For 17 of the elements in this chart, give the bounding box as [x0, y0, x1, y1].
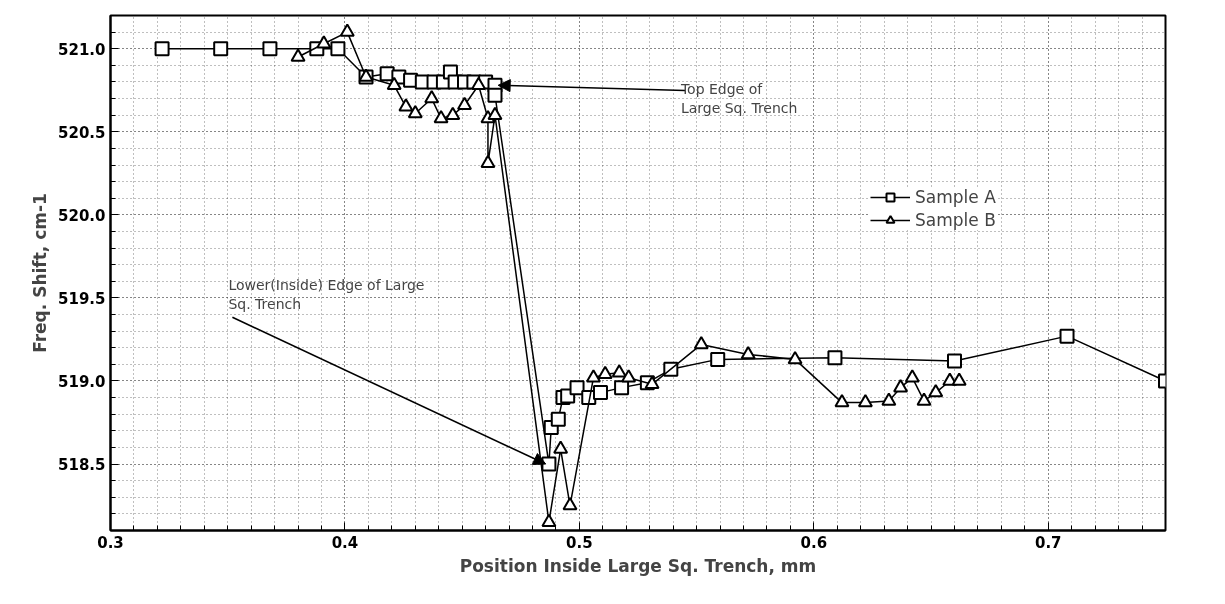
- y-tick-label: 520.5: [58, 123, 106, 142]
- annotation: Top Edge of Large Sq. Trench: [679, 81, 798, 117]
- y-tick-label: 520.0: [58, 206, 106, 225]
- x-tick-label: 0.4: [331, 533, 359, 552]
- x-tick-label: 0.6: [800, 533, 828, 552]
- x-tick-label: 0.7: [1034, 533, 1062, 552]
- legend-label: Sample A: [915, 187, 996, 207]
- y-tick-label: 518.5: [58, 456, 106, 475]
- y-tick-label: 519.0: [58, 372, 106, 391]
- x-tick-label: 0.3: [97, 533, 124, 552]
- x-axis-title: Position Inside Large Sq. Trench, mm: [459, 555, 817, 576]
- y-tick-label: 521.0: [58, 40, 106, 59]
- y-tick-label: 519.5: [58, 289, 106, 308]
- annotation: Lower(Inside) Edge of Large Sq. Trench: [228, 277, 425, 313]
- x-tick-label: 0.5: [566, 533, 593, 552]
- y-axis-title: Freq. Shift, cm-1: [30, 193, 51, 353]
- legend-label: Sample B: [915, 210, 996, 230]
